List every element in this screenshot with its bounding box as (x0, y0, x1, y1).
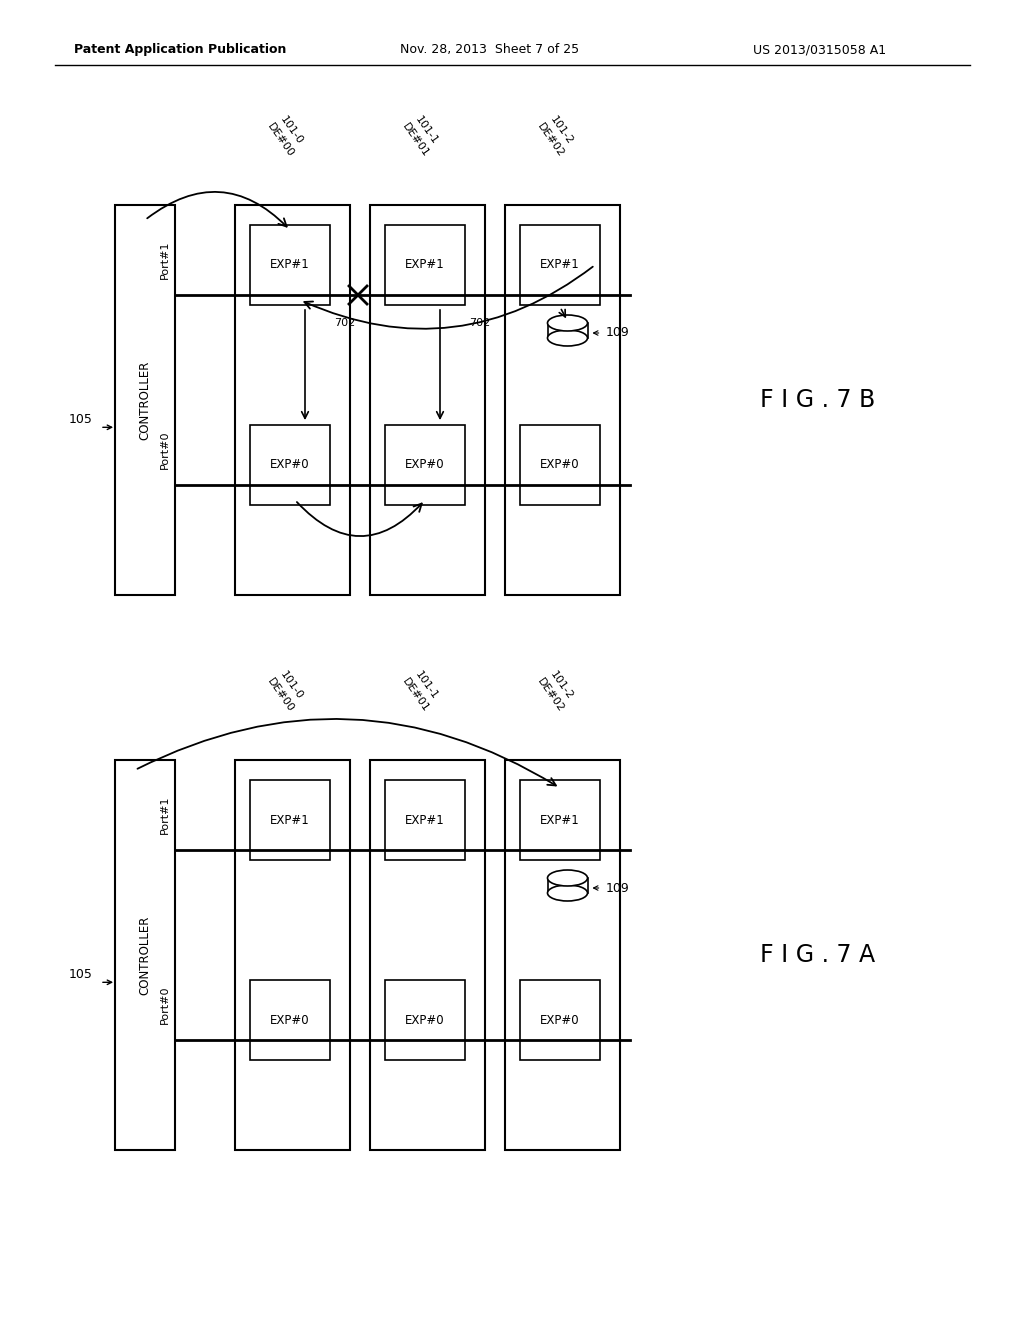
Text: CONTROLLER: CONTROLLER (138, 915, 152, 995)
Text: 105: 105 (70, 968, 93, 981)
Text: EXP#1: EXP#1 (406, 259, 444, 272)
FancyArrowPatch shape (297, 502, 422, 536)
Bar (385, 979, 465, 1060)
Text: 101-2: 101-2 (548, 114, 574, 147)
Text: EXP#1: EXP#1 (540, 259, 580, 272)
Text: 101-1: 101-1 (413, 114, 439, 147)
Ellipse shape (548, 870, 588, 886)
FancyArrowPatch shape (302, 310, 308, 418)
Bar (520, 979, 600, 1060)
Text: DE#02: DE#02 (535, 676, 565, 714)
FancyArrowPatch shape (137, 719, 556, 785)
Bar (385, 425, 465, 506)
Bar (385, 780, 465, 861)
Text: F I G . 7 A: F I G . 7 A (760, 942, 876, 968)
Text: EXP#0: EXP#0 (541, 458, 580, 471)
Bar (385, 224, 465, 305)
Text: Port#0: Port#0 (160, 430, 170, 469)
Text: 101-2: 101-2 (548, 669, 574, 701)
Text: EXP#1: EXP#1 (540, 813, 580, 826)
Bar (370, 205, 485, 595)
Text: 702: 702 (469, 318, 490, 327)
Text: CONTROLLER: CONTROLLER (138, 360, 152, 440)
Text: EXP#0: EXP#0 (270, 1014, 310, 1027)
FancyArrowPatch shape (559, 309, 565, 317)
Ellipse shape (548, 315, 588, 331)
Ellipse shape (548, 884, 588, 902)
Text: 101-0: 101-0 (278, 114, 304, 147)
Text: EXP#0: EXP#0 (406, 1014, 444, 1027)
Text: EXP#1: EXP#1 (270, 813, 310, 826)
Bar (520, 224, 600, 305)
Text: DE#02: DE#02 (535, 121, 565, 158)
Text: 109: 109 (605, 882, 630, 895)
Text: 109: 109 (605, 326, 630, 339)
Ellipse shape (548, 330, 588, 346)
Text: EXP#0: EXP#0 (406, 458, 444, 471)
Text: F I G . 7 B: F I G . 7 B (760, 388, 876, 412)
Text: DE#01: DE#01 (400, 121, 430, 158)
Text: EXP#1: EXP#1 (406, 813, 444, 826)
Bar (115, 205, 175, 595)
Text: EXP#1: EXP#1 (270, 259, 310, 272)
Bar (234, 760, 350, 1150)
Bar (520, 425, 600, 506)
FancyArrowPatch shape (147, 191, 287, 227)
FancyArrowPatch shape (436, 310, 443, 418)
Bar (250, 224, 330, 305)
Text: US 2013/0315058 A1: US 2013/0315058 A1 (754, 44, 887, 57)
Text: DE#00: DE#00 (265, 121, 296, 158)
Text: Patent Application Publication: Patent Application Publication (74, 44, 286, 57)
Text: DE#01: DE#01 (400, 676, 430, 714)
Bar (234, 205, 350, 595)
Text: Port#0: Port#0 (160, 986, 170, 1024)
Bar (250, 979, 330, 1060)
Bar (505, 205, 620, 595)
Text: EXP#0: EXP#0 (270, 458, 310, 471)
Bar (505, 760, 620, 1150)
Text: Port#1: Port#1 (160, 240, 170, 280)
Text: Port#1: Port#1 (160, 796, 170, 834)
Text: 101-1: 101-1 (413, 669, 439, 701)
Text: EXP#0: EXP#0 (541, 1014, 580, 1027)
Bar (250, 780, 330, 861)
Bar (115, 760, 175, 1150)
Text: Nov. 28, 2013  Sheet 7 of 25: Nov. 28, 2013 Sheet 7 of 25 (400, 44, 580, 57)
FancyArrowPatch shape (304, 267, 593, 329)
Bar (548, 878, 588, 894)
Bar (520, 780, 600, 861)
Bar (250, 425, 330, 506)
Text: DE#00: DE#00 (265, 676, 296, 714)
Text: 105: 105 (70, 413, 93, 426)
Bar (370, 760, 485, 1150)
Text: 101-0: 101-0 (278, 669, 304, 701)
Text: 702: 702 (334, 318, 355, 327)
Bar (548, 323, 588, 338)
